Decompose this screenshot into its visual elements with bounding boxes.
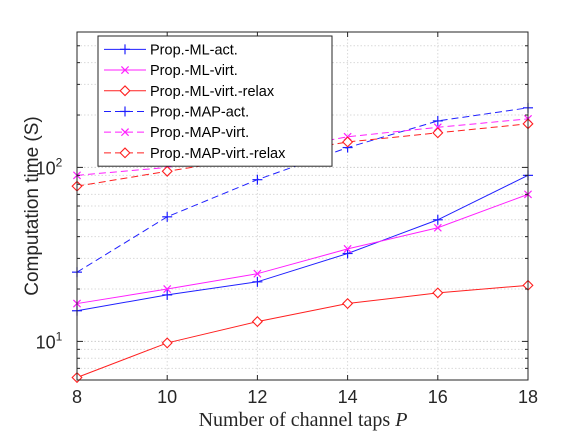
legend-entry: Prop.-MAP-virt.-relax [104, 146, 286, 162]
legend-label: Prop.-MAP-virt. [150, 125, 249, 141]
data-point [432, 287, 444, 299]
data-point [252, 276, 263, 287]
legend-marker [119, 147, 131, 159]
legend-label: Prop.-ML-virt.-relax [150, 84, 275, 100]
legend-label: Prop.-MAP-virt.-relax [150, 146, 286, 162]
x-axis-label: Number of channel taps P [199, 409, 408, 431]
data-point [432, 115, 443, 126]
series-line [76, 118, 529, 176]
marker-stroke [343, 244, 352, 253]
legend-label: Prop.-ML-act. [150, 42, 238, 58]
marker-stroke [253, 269, 262, 278]
legend-label: Prop.-MAP-act. [150, 104, 249, 120]
data-point [253, 269, 262, 278]
marker-stroke [433, 223, 442, 232]
x-axis-label-variable: P [394, 409, 407, 431]
y-tick-label-base: 10 [36, 158, 56, 178]
legend-marker [120, 128, 130, 137]
marker-stroke [120, 128, 130, 137]
data-point [342, 248, 353, 259]
marker-stroke [120, 66, 130, 75]
y-tick-label-base: 10 [36, 332, 56, 352]
data-point [161, 165, 173, 177]
y-tick-label-exponent: 1 [56, 329, 63, 343]
series-line [76, 284, 529, 378]
y-tick-label: 102 [36, 155, 63, 178]
series-line [76, 107, 529, 273]
legend-marker [120, 44, 130, 55]
x-tick-label: 14 [338, 387, 358, 407]
legend-box [97, 35, 333, 167]
data-point [251, 315, 263, 328]
legend-label: Prop.-ML-virt. [150, 63, 238, 79]
y-tick-label-exponent: 2 [56, 155, 63, 169]
x-tick-label: 18 [518, 387, 538, 407]
legend: Prop.-ML-act. Prop.-ML-virt. Prop.-ML-virt… [97, 35, 333, 167]
legend-entry: Prop.-MAP-act. [104, 104, 249, 120]
data-point [433, 223, 442, 232]
data-point [342, 136, 354, 148]
data-point [342, 297, 354, 310]
legend-entry: Prop.-ML-virt.-relax [104, 84, 275, 100]
data-point [432, 127, 444, 139]
legend-entry: Prop.-ML-virt. [104, 63, 238, 79]
data-point [163, 284, 172, 294]
y-tick-label: 101 [36, 329, 63, 352]
x-tick-label: 8 [72, 387, 82, 407]
marker-stroke [163, 284, 172, 294]
series-line [76, 193, 529, 305]
data-point [343, 244, 352, 253]
y-axis-label: Computation time (S) [22, 116, 43, 296]
legend-entry: Prop.-MAP-virt. [104, 125, 249, 141]
series-line [76, 174, 529, 312]
x-tick-label: 16 [428, 387, 448, 407]
x-axis-label-text: Number of channel taps [199, 409, 391, 431]
data-point [432, 214, 443, 225]
data-point [161, 337, 173, 349]
legend-marker [119, 85, 131, 97]
x-tick-label: 12 [247, 387, 267, 407]
data-point [252, 174, 263, 185]
x-tick-label: 10 [157, 387, 177, 407]
data-point [162, 289, 173, 300]
legend-marker [120, 106, 130, 117]
legend-marker [120, 66, 130, 75]
series-line [76, 123, 529, 187]
data-point [162, 211, 173, 222]
series-prop-ml-virt-relax [71, 279, 534, 384]
legend-entry: Prop.-ML-act. [104, 42, 238, 58]
